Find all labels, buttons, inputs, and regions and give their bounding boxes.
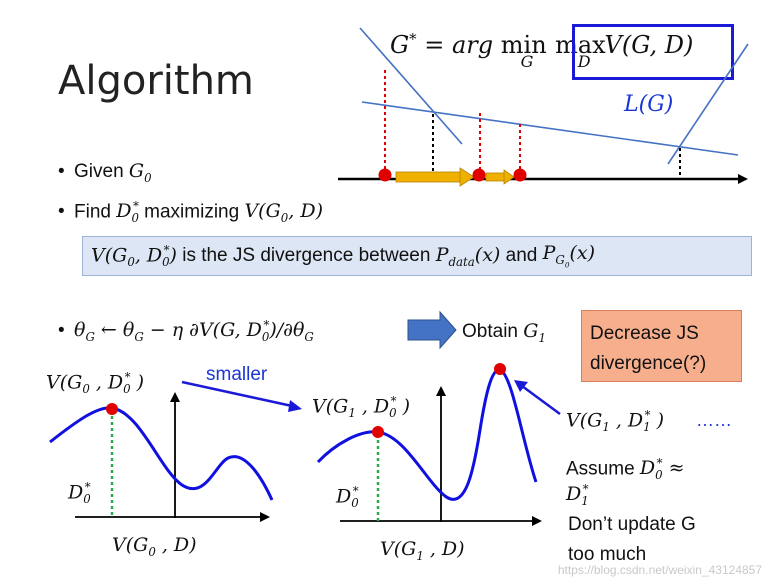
right-d-label: D0* [336, 484, 359, 511]
orange-step-arrow-2 [485, 172, 507, 182]
bullet-find: • Find D0* maximizing V(G0, D) [58, 199, 323, 226]
max-highlight-box [572, 24, 734, 80]
right-new-peak-dot [494, 363, 506, 375]
red-point-3 [513, 168, 527, 182]
right-peak-label: V(G1 , D0* ) [312, 394, 411, 421]
left-curve [49, 406, 274, 501]
block-arrow-icon [407, 310, 457, 350]
new-peak-label: V(G1 , D1* ) [566, 408, 665, 435]
decrease-line-1: Decrease JS [590, 323, 699, 344]
obtain-g1: Obtain G1 [462, 320, 546, 345]
tangent-line-2 [361, 101, 739, 156]
decrease-js-box: Decrease JS divergence(?) [581, 310, 742, 382]
orange-step-arrow-1 [395, 171, 463, 183]
right-curve [316, 368, 538, 501]
js-divergence-box: V(G0, D0*) is the JS divergence between … [82, 236, 752, 276]
new-peak-arrow [521, 384, 561, 416]
left-d-label: D0* [68, 480, 91, 507]
axis-arrowhead [738, 174, 748, 184]
left-x-label: V(G0 , D) [112, 534, 197, 559]
ellipsis: …… [696, 410, 732, 430]
bullet-update: • θG ← θG − η ∂V(G, D0*)/∂θG [58, 318, 314, 345]
red-point-1 [378, 168, 392, 182]
page-title: Algorithm [58, 58, 254, 104]
note-line-1: Don’t update G [568, 514, 696, 535]
tangent-line-3 [667, 43, 749, 165]
smaller-label: smaller [206, 364, 268, 385]
minimax-formula: G* = arg minG maxDV(G, D) [390, 30, 694, 71]
right-x-label: V(G1 , D) [380, 538, 465, 563]
red-point-2 [472, 168, 486, 182]
dont-update-note: Don’t update G too much [568, 510, 696, 570]
note-line-2: too much [568, 544, 647, 565]
lg-label: L(G) [624, 92, 674, 117]
right-d0-dot [372, 426, 384, 438]
bullet-given: • Given G0 [58, 160, 152, 185]
smaller-arrow [181, 380, 293, 408]
decrease-line-2: divergence(?) [590, 353, 707, 374]
left-peak-dot [106, 403, 118, 415]
watermark: https://blog.csdn.net/weixin_43124857 [557, 563, 762, 577]
left-peak-label: V(G0 , D0* ) [46, 370, 145, 397]
assume-label: Assume D0* ≈ D1* [566, 456, 685, 509]
tangent-line-1 [359, 27, 463, 145]
